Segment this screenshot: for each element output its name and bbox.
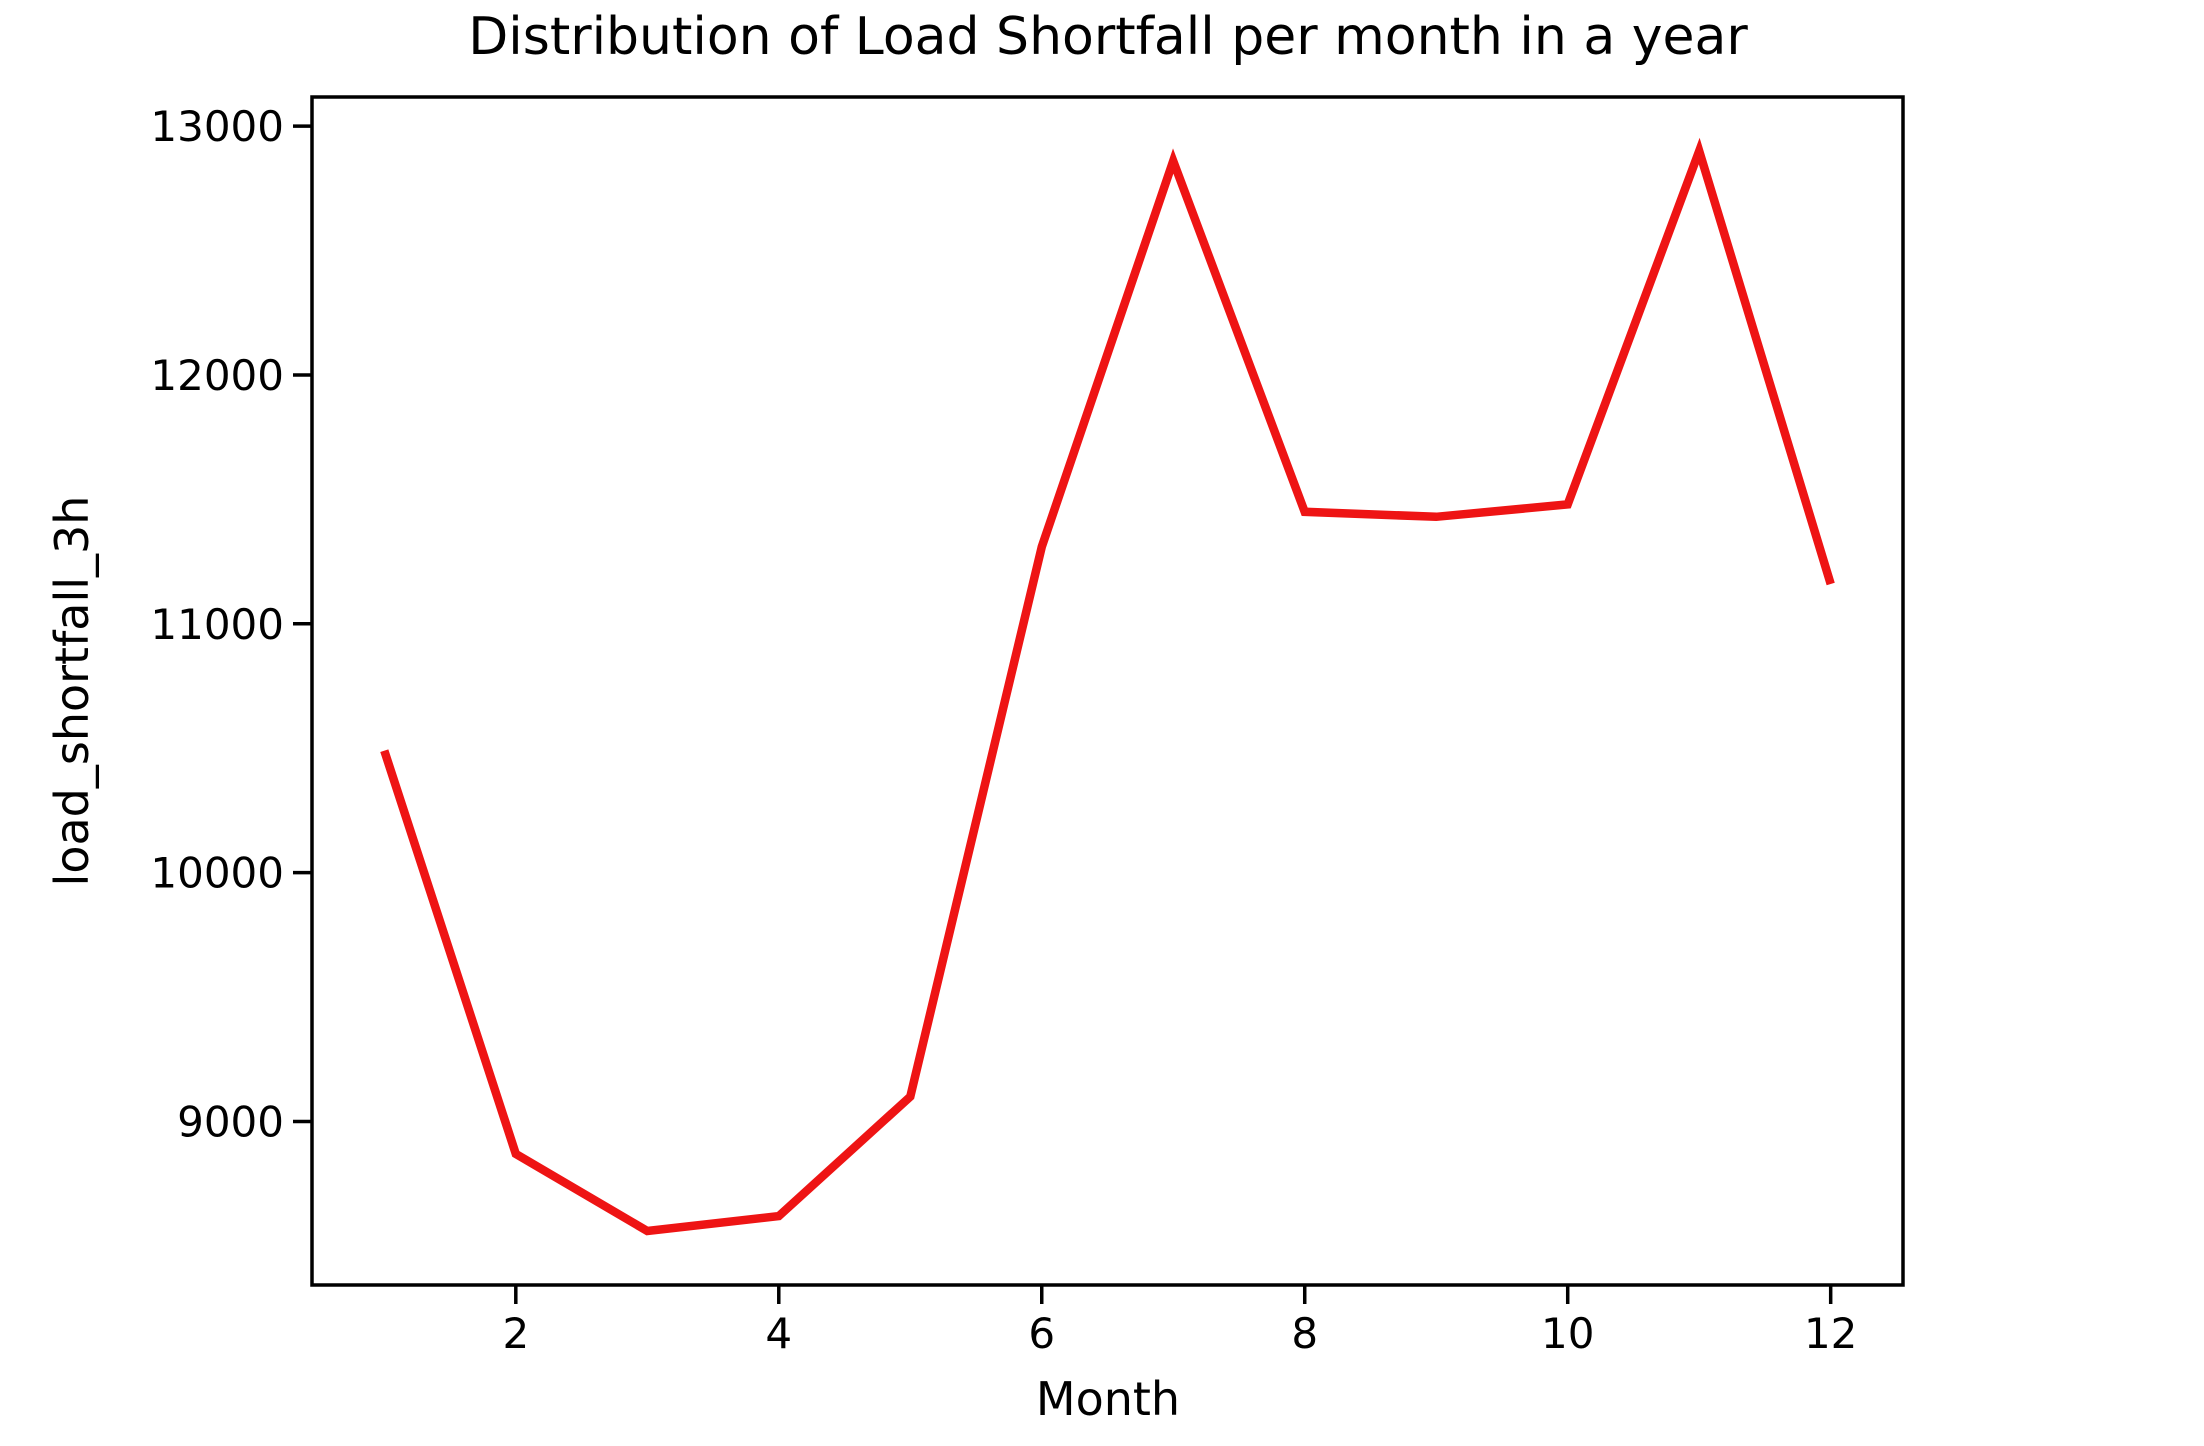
x-tick-label: 2 [502,1309,529,1358]
x-tick-label: 4 [765,1309,792,1358]
y-axis-label: load_shortfall_3h [45,496,99,887]
x-tick-label: 12 [1804,1309,1857,1358]
x-tick-label: 6 [1028,1309,1055,1358]
x-axis-ticks: 2 4 6 8 10 12 [502,1285,1857,1358]
x-tick-label: 8 [1291,1309,1318,1358]
x-tick-label: 10 [1541,1309,1594,1358]
y-tick-label: 12000 [150,351,284,400]
y-tick-label: 11000 [150,600,284,649]
y-tick-label: 10000 [150,849,284,898]
y-axis-ticks: 9000 10000 11000 12000 13000 [150,102,312,1147]
x-axis-label: Month [1036,1372,1180,1426]
chart-title: Distribution of Load Shortfall per month… [468,7,1748,67]
plot-area [310,95,1905,1287]
y-tick-label: 9000 [177,1098,284,1147]
y-tick-label: 13000 [150,102,284,151]
series-line [380,137,1835,1236]
